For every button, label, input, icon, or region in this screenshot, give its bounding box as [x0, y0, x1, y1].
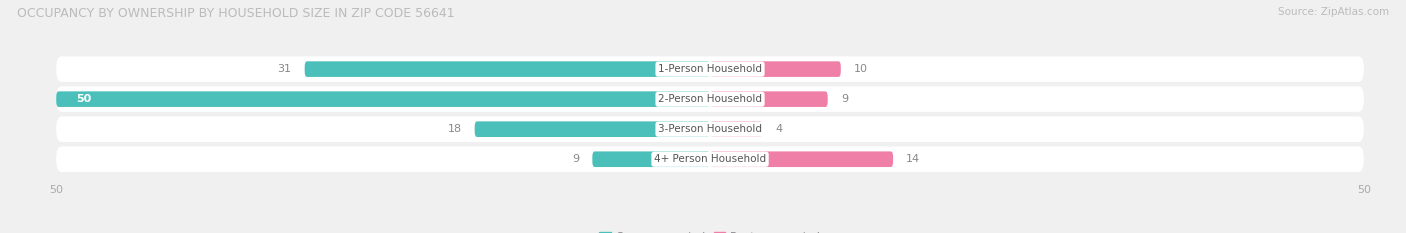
FancyBboxPatch shape	[56, 91, 710, 107]
Text: 4: 4	[776, 124, 783, 134]
FancyBboxPatch shape	[710, 61, 841, 77]
Text: 2-Person Household: 2-Person Household	[658, 94, 762, 104]
FancyBboxPatch shape	[710, 121, 762, 137]
FancyBboxPatch shape	[475, 121, 710, 137]
FancyBboxPatch shape	[710, 91, 828, 107]
Legend: Owner-occupied, Renter-occupied: Owner-occupied, Renter-occupied	[595, 227, 825, 233]
FancyBboxPatch shape	[56, 86, 1364, 112]
Text: 9: 9	[572, 154, 579, 164]
Text: Source: ZipAtlas.com: Source: ZipAtlas.com	[1278, 7, 1389, 17]
FancyBboxPatch shape	[56, 116, 1364, 142]
Text: 4+ Person Household: 4+ Person Household	[654, 154, 766, 164]
Text: 9: 9	[841, 94, 848, 104]
Text: 1-Person Household: 1-Person Household	[658, 64, 762, 74]
FancyBboxPatch shape	[592, 151, 710, 167]
FancyBboxPatch shape	[305, 61, 710, 77]
Text: OCCUPANCY BY OWNERSHIP BY HOUSEHOLD SIZE IN ZIP CODE 56641: OCCUPANCY BY OWNERSHIP BY HOUSEHOLD SIZE…	[17, 7, 454, 20]
FancyBboxPatch shape	[710, 151, 893, 167]
Text: 50: 50	[76, 94, 91, 104]
Text: 10: 10	[853, 64, 868, 74]
Text: 14: 14	[905, 154, 921, 164]
Text: 18: 18	[447, 124, 461, 134]
Text: 31: 31	[277, 64, 291, 74]
FancyBboxPatch shape	[56, 147, 1364, 172]
Text: 3-Person Household: 3-Person Household	[658, 124, 762, 134]
FancyBboxPatch shape	[56, 56, 1364, 82]
